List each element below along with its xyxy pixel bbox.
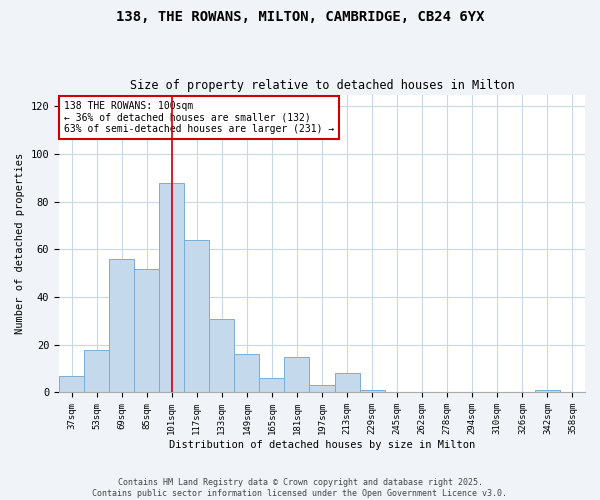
Text: 138, THE ROWANS, MILTON, CAMBRIDGE, CB24 6YX: 138, THE ROWANS, MILTON, CAMBRIDGE, CB24…	[116, 10, 484, 24]
Bar	[235, 354, 259, 393]
Bar	[109, 259, 134, 392]
Y-axis label: Number of detached properties: Number of detached properties	[15, 153, 25, 334]
Bar	[159, 182, 184, 392]
Bar	[209, 318, 235, 392]
Bar	[310, 386, 335, 392]
Bar	[335, 374, 359, 392]
Bar	[134, 268, 159, 392]
Bar	[184, 240, 209, 392]
Bar	[284, 356, 310, 392]
Bar	[359, 390, 385, 392]
Text: Contains HM Land Registry data © Crown copyright and database right 2025.
Contai: Contains HM Land Registry data © Crown c…	[92, 478, 508, 498]
X-axis label: Distribution of detached houses by size in Milton: Distribution of detached houses by size …	[169, 440, 475, 450]
Bar	[259, 378, 284, 392]
Text: 138 THE ROWANS: 100sqm
← 36% of detached houses are smaller (132)
63% of semi-de: 138 THE ROWANS: 100sqm ← 36% of detached…	[64, 100, 335, 134]
Title: Size of property relative to detached houses in Milton: Size of property relative to detached ho…	[130, 79, 514, 92]
Bar	[535, 390, 560, 392]
Bar	[59, 376, 84, 392]
Bar	[84, 350, 109, 393]
